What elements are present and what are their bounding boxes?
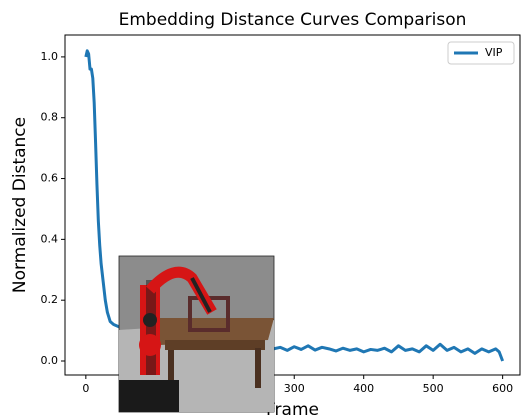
y-tick-label: 0.2 bbox=[41, 293, 59, 306]
x-tick-label: 400 bbox=[353, 382, 374, 395]
y-tick-label: 0.6 bbox=[41, 172, 59, 185]
x-axis-label: Frame bbox=[266, 400, 319, 420]
y-tick-label: 0.4 bbox=[41, 232, 59, 245]
y-axis-label: Normalized Distance bbox=[10, 117, 30, 293]
y-tick-label: 1.0 bbox=[41, 50, 59, 63]
x-tick-label: 0 bbox=[82, 382, 89, 395]
y-tick-label: 0.8 bbox=[41, 111, 59, 124]
y-tick-label: 0.0 bbox=[41, 354, 59, 367]
x-tick-label: 300 bbox=[284, 382, 305, 395]
plot-frame bbox=[64, 34, 521, 376]
chart-title: Embedding Distance Curves Comparison bbox=[119, 10, 467, 30]
legend-box bbox=[447, 41, 515, 65]
legend-label: VIP bbox=[485, 46, 503, 59]
inset-image bbox=[118, 255, 275, 413]
x-tick-label: 500 bbox=[423, 382, 444, 395]
x-tick-label: 600 bbox=[492, 382, 513, 395]
